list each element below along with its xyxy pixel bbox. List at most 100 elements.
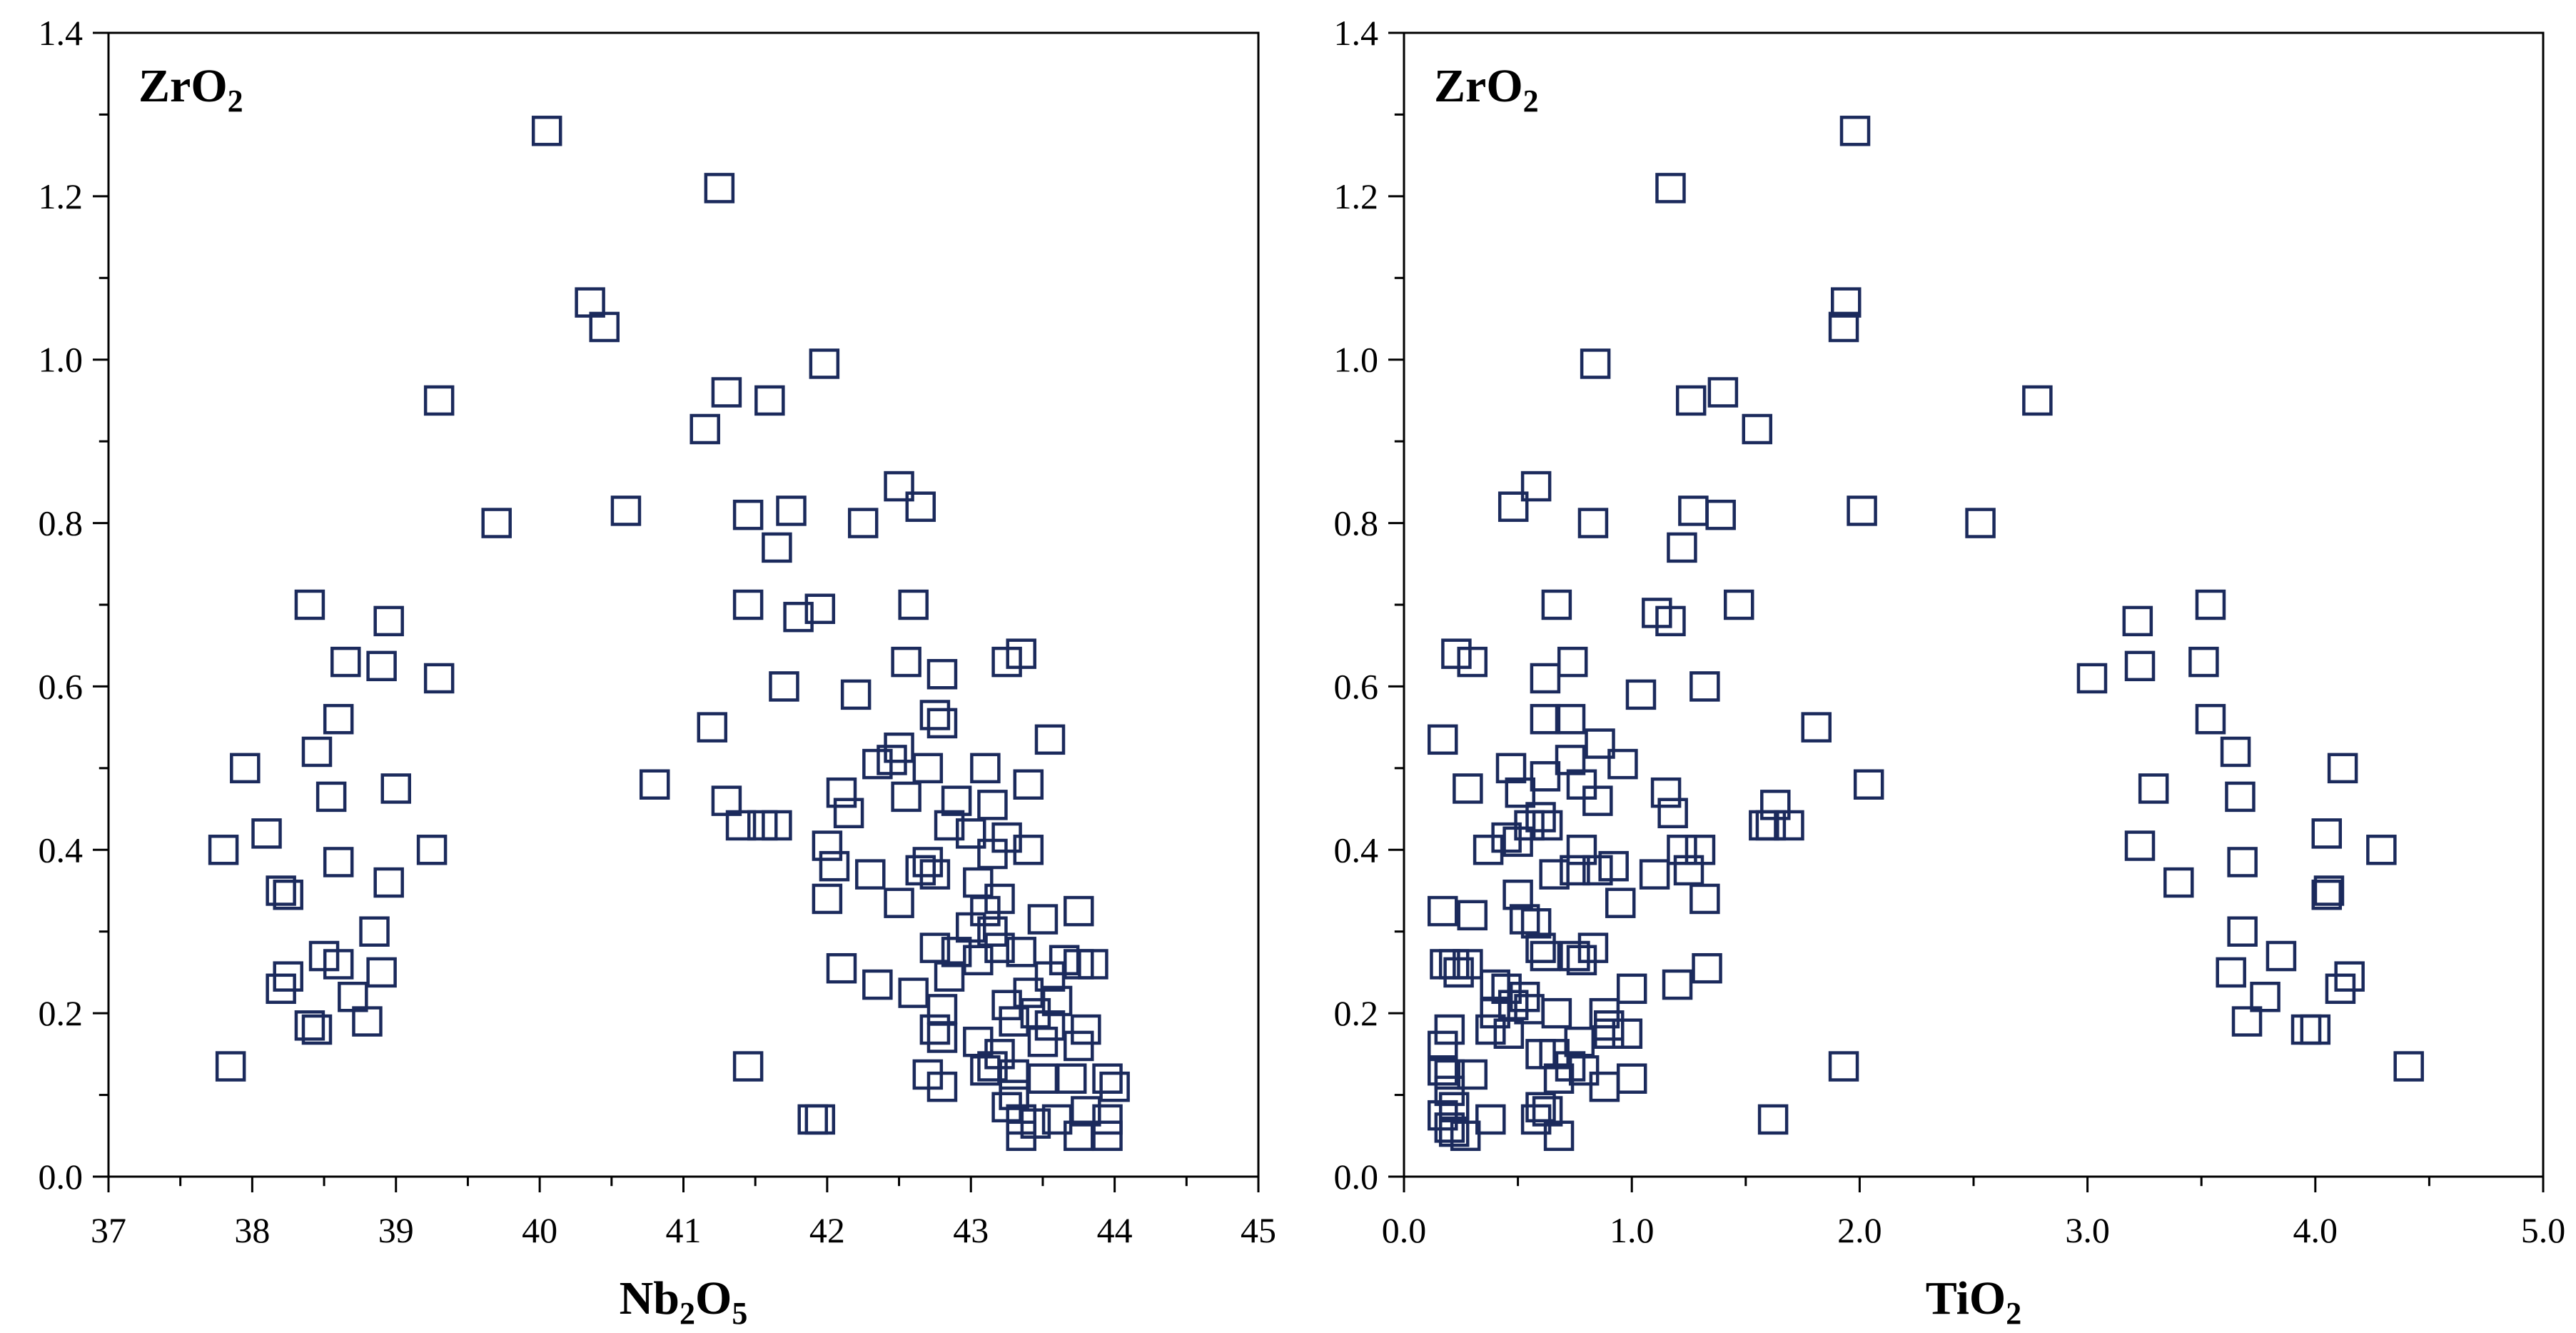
data-point	[847, 508, 879, 538]
data-point	[804, 1104, 836, 1135]
data-point	[1034, 1010, 1066, 1041]
data-point	[754, 385, 785, 416]
data-point	[1041, 1104, 1073, 1135]
data-point	[373, 605, 404, 637]
data-point	[884, 887, 914, 918]
data-point	[891, 781, 921, 813]
data-point	[589, 311, 620, 343]
x-tick-label: 43	[953, 1210, 989, 1250]
data-point	[1434, 1059, 1465, 1090]
data-point	[891, 646, 921, 678]
data-point	[977, 1051, 1008, 1082]
data-point	[2227, 916, 2258, 947]
data-point	[2313, 875, 2345, 906]
data-point	[1749, 810, 1779, 841]
data-point	[1598, 850, 1629, 882]
data-point	[416, 835, 448, 865]
data-point	[1491, 973, 1522, 1005]
data-point	[934, 961, 965, 992]
x-tick-label: 40	[522, 1210, 557, 1250]
data-point	[2124, 830, 2156, 861]
data-point	[301, 736, 333, 768]
data-point	[1434, 1014, 1465, 1045]
data-point	[1013, 835, 1044, 865]
data-point	[1965, 508, 1996, 538]
y-tick-label: 0.8	[1334, 503, 1379, 543]
data-point	[266, 973, 296, 1005]
data-point	[1441, 638, 1472, 669]
data-point	[1560, 940, 1590, 972]
data-point	[1678, 496, 1709, 526]
data-point	[315, 781, 347, 813]
data-point	[359, 916, 390, 947]
data-point	[884, 471, 914, 502]
data-point	[1705, 499, 1736, 530]
data-point	[1450, 1120, 1481, 1152]
data-point	[423, 385, 455, 416]
data-point	[2216, 957, 2246, 988]
y-tick-label: 0.2	[39, 993, 84, 1033]
data-point	[1092, 1063, 1123, 1094]
data-point	[1566, 835, 1597, 865]
data-point	[926, 659, 958, 690]
data-point	[2163, 867, 2194, 898]
x-axis-title-subscript: 2	[680, 1296, 695, 1331]
data-point	[1434, 1075, 1465, 1107]
data-point	[2195, 703, 2226, 735]
data-point	[1742, 413, 1773, 445]
data-point	[2022, 385, 2053, 416]
data-point	[1034, 724, 1066, 755]
data-point	[2138, 773, 2169, 804]
data-point	[1774, 810, 1804, 841]
data-point	[1755, 810, 1787, 841]
data-point	[1495, 753, 1527, 784]
data-point	[1530, 663, 1561, 694]
x-tick-label: 1.0	[1610, 1210, 1655, 1250]
data-point	[2325, 973, 2356, 1005]
data-point	[1830, 287, 1862, 318]
data-point	[1006, 1120, 1036, 1152]
y-tick-label: 1.4	[39, 13, 84, 53]
data-point	[926, 1022, 958, 1053]
data-point	[2124, 650, 2156, 682]
data-point	[977, 790, 1008, 820]
data-point	[1457, 900, 1488, 931]
data-point	[804, 593, 836, 624]
data-point	[919, 700, 951, 730]
data-point	[1616, 1063, 1647, 1094]
data-point	[1853, 769, 1884, 800]
data-point	[323, 847, 354, 877]
data-point	[1434, 1112, 1465, 1143]
data-point	[1692, 952, 1722, 984]
data-point	[826, 777, 857, 808]
data-point	[1560, 855, 1590, 886]
data-point	[1657, 798, 1688, 829]
data-point	[1099, 1071, 1130, 1102]
data-point	[1092, 1120, 1123, 1152]
data-point	[1589, 1071, 1620, 1102]
data-point	[1541, 997, 1572, 1029]
data-point	[1650, 777, 1682, 808]
y-variable-label-main: ZrO	[1434, 60, 1523, 112]
data-point	[769, 671, 799, 702]
data-point	[819, 850, 850, 882]
data-point	[481, 508, 512, 538]
data-point	[1457, 646, 1488, 678]
y-tick-label: 0.0	[39, 1157, 84, 1197]
x-tick-label: 38	[234, 1210, 270, 1250]
x-tick-label: 4.0	[2293, 1210, 2338, 1250]
data-point	[1684, 835, 1716, 865]
data-point	[1525, 802, 1556, 833]
data-point	[855, 859, 886, 890]
data-point	[1539, 859, 1570, 890]
data-point	[1502, 879, 1533, 910]
y-tick-label: 0.2	[1334, 993, 1379, 1033]
data-point	[301, 1014, 333, 1045]
data-point	[1428, 1055, 1458, 1086]
data-point	[776, 496, 807, 526]
data-point	[1801, 712, 1832, 743]
y-variable-label-subscript: 2	[228, 84, 243, 119]
data-point	[941, 785, 972, 816]
data-point	[2393, 1051, 2424, 1082]
data-point	[963, 945, 994, 976]
